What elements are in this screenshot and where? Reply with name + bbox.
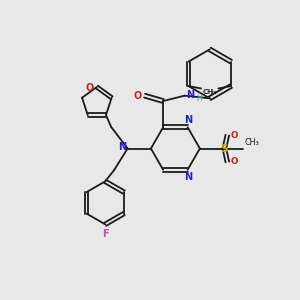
Text: O: O <box>231 130 238 140</box>
Text: N: N <box>184 115 192 125</box>
Text: N: N <box>118 142 126 152</box>
Text: CH₃: CH₃ <box>244 138 259 147</box>
Text: CH₃: CH₃ <box>203 89 217 95</box>
Text: CH₃: CH₃ <box>202 89 216 95</box>
Text: N: N <box>184 172 192 182</box>
Text: O: O <box>85 83 93 94</box>
Text: O: O <box>231 158 238 166</box>
Text: F: F <box>102 229 109 239</box>
Text: N: N <box>186 90 194 100</box>
Text: O: O <box>134 91 142 100</box>
Text: H: H <box>196 94 202 103</box>
Text: S: S <box>220 143 228 154</box>
